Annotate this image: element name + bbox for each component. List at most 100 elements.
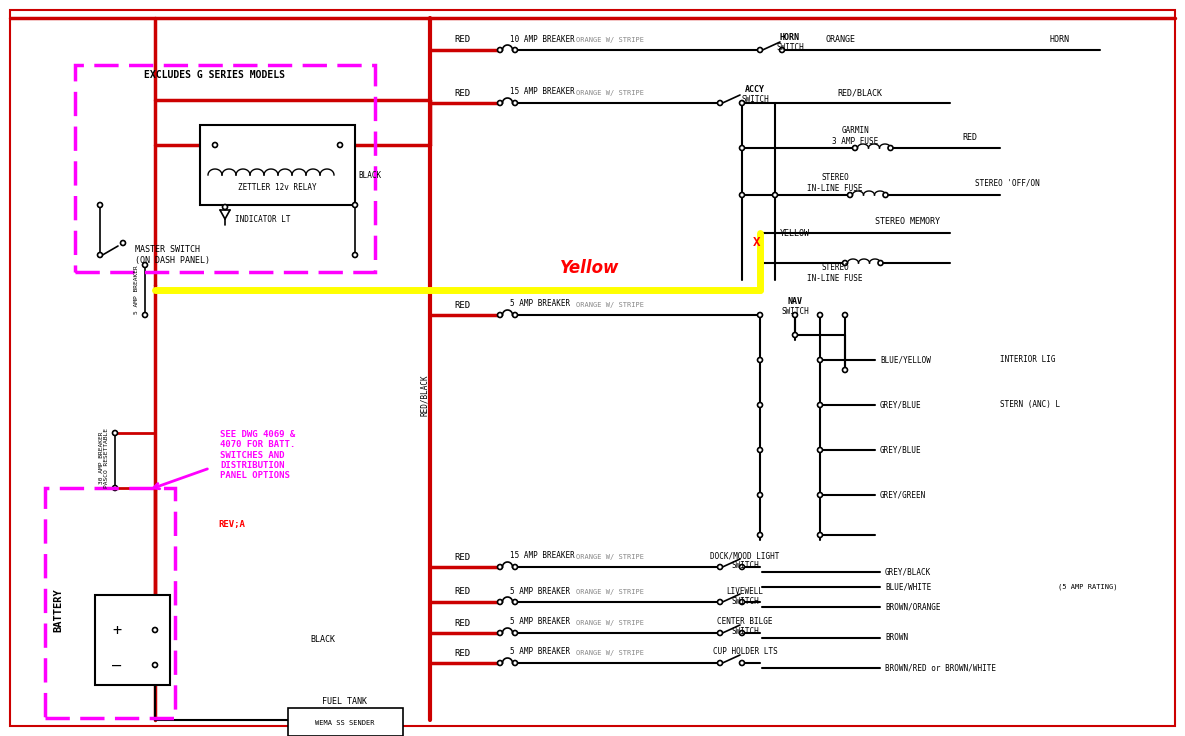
Circle shape [498,600,502,604]
Circle shape [847,193,852,197]
Text: SEE DWG 4069 &
4070 FOR BATT.
SWITCHES AND
DISTRIBUTION
PANEL OPTIONS: SEE DWG 4069 & 4070 FOR BATT. SWITCHES A… [220,430,295,481]
Circle shape [818,533,822,537]
Text: BLUE/YELLOW: BLUE/YELLOW [880,355,931,364]
Circle shape [843,261,847,266]
Circle shape [498,48,502,52]
Text: CENTER BILGE: CENTER BILGE [717,618,773,626]
Text: CUP HOLDER LTS: CUP HOLDER LTS [712,648,777,657]
Text: INTERIOR LIG: INTERIOR LIG [1000,355,1056,364]
Text: INDICATOR LT: INDICATOR LT [235,216,290,224]
Text: LIVEWELL: LIVEWELL [726,587,763,595]
Text: RED/BLACK: RED/BLACK [419,374,429,416]
Bar [200,125,356,205]
Text: BLACK: BLACK [310,635,335,645]
Text: ORANGE W/ STRIPE: ORANGE W/ STRIPE [576,37,643,43]
Bar [75,65,374,272]
Circle shape [757,403,762,408]
Text: SWITCH: SWITCH [731,628,758,637]
Text: HORN: HORN [1050,35,1070,44]
Text: STEREO
IN-LINE FUSE: STEREO IN-LINE FUSE [807,173,863,193]
Circle shape [739,101,744,105]
Text: RED: RED [454,553,470,562]
Text: Yellow: Yellow [561,259,620,277]
Text: DOCK/MOOD LIGHT: DOCK/MOOD LIGHT [710,551,780,561]
Circle shape [818,447,822,453]
Text: SWITCH: SWITCH [731,562,758,570]
Circle shape [878,261,883,266]
Circle shape [498,631,502,635]
Circle shape [757,313,762,317]
Circle shape [121,241,126,246]
Text: ORANGE W/ STRIPE: ORANGE W/ STRIPE [576,302,643,308]
Text: BROWN: BROWN [885,634,908,643]
Circle shape [223,205,228,210]
Text: 5 AMP BREAKER: 5 AMP BREAKER [510,618,570,626]
Text: ZETTLER 12v RELAY: ZETTLER 12v RELAY [238,183,316,193]
Circle shape [818,313,822,317]
Text: STERN (ANC) L: STERN (ANC) L [1000,400,1061,409]
Text: RED: RED [454,35,470,44]
Circle shape [843,367,847,372]
Circle shape [739,631,744,635]
Circle shape [757,447,762,453]
Circle shape [739,193,744,197]
Text: HORN: HORN [780,34,800,43]
Text: (ON DASH PANEL): (ON DASH PANEL) [135,255,210,264]
Circle shape [757,358,762,363]
Circle shape [113,486,117,490]
Text: FUEL TANK: FUEL TANK [322,698,367,707]
Circle shape [757,533,762,537]
Bar [45,488,175,718]
Text: ORANGE W/ STRIPE: ORANGE W/ STRIPE [576,650,643,656]
Bar [95,595,169,685]
Circle shape [757,48,762,52]
Text: STEREO 'OFF/ON: STEREO 'OFF/ON [975,179,1039,188]
Text: GREY/GREEN: GREY/GREEN [880,490,927,500]
Text: BROWN/ORANGE: BROWN/ORANGE [885,603,941,612]
Circle shape [97,252,102,258]
Text: SWITCH: SWITCH [741,96,769,105]
Text: RED/BLACK: RED/BLACK [838,88,883,97]
Circle shape [352,252,358,258]
Circle shape [212,143,218,147]
Circle shape [153,628,158,632]
Text: ORANGE W/ STRIPE: ORANGE W/ STRIPE [576,589,643,595]
Circle shape [512,631,518,635]
Text: REV;A: REV;A [218,520,245,529]
Circle shape [142,263,147,267]
Circle shape [717,565,723,570]
Text: GREY/BLACK: GREY/BLACK [885,567,931,576]
Text: –: – [113,657,122,673]
Text: GREY/BLUE: GREY/BLUE [880,445,922,455]
Text: RED: RED [454,648,470,657]
Circle shape [113,431,117,436]
Text: RED: RED [454,300,470,310]
Circle shape [883,193,888,197]
Circle shape [142,313,147,317]
Text: RED: RED [454,587,470,596]
Text: 5 AMP BREAKER: 5 AMP BREAKER [510,587,570,595]
Text: ORANGE W/ STRIPE: ORANGE W/ STRIPE [576,90,643,96]
Bar [288,708,403,736]
Circle shape [780,48,784,52]
Circle shape [773,193,777,197]
Text: NAV: NAV [788,297,802,306]
Text: RED: RED [454,618,470,628]
Circle shape [717,101,723,105]
Text: (5 AMP RATING): (5 AMP RATING) [1058,584,1117,590]
Circle shape [843,313,847,317]
Text: 10 AMP BREAKER: 10 AMP BREAKER [510,35,575,43]
Circle shape [757,492,762,498]
Text: MASTER SWITCH: MASTER SWITCH [135,246,200,255]
Text: GREY/BLUE: GREY/BLUE [880,400,922,409]
Circle shape [818,358,822,363]
Text: ORANGE W/ STRIPE: ORANGE W/ STRIPE [576,620,643,626]
Circle shape [739,146,744,150]
Text: BATTERY: BATTERY [53,588,63,632]
Text: EXCLUDES G SERIES MODELS: EXCLUDES G SERIES MODELS [145,70,286,80]
Text: 30 AMP BREAKER
PASCO RESETTABLE: 30 AMP BREAKER PASCO RESETTABLE [98,428,109,488]
Circle shape [717,660,723,665]
Circle shape [818,403,822,408]
Circle shape [498,313,502,317]
Text: RED: RED [962,133,978,143]
